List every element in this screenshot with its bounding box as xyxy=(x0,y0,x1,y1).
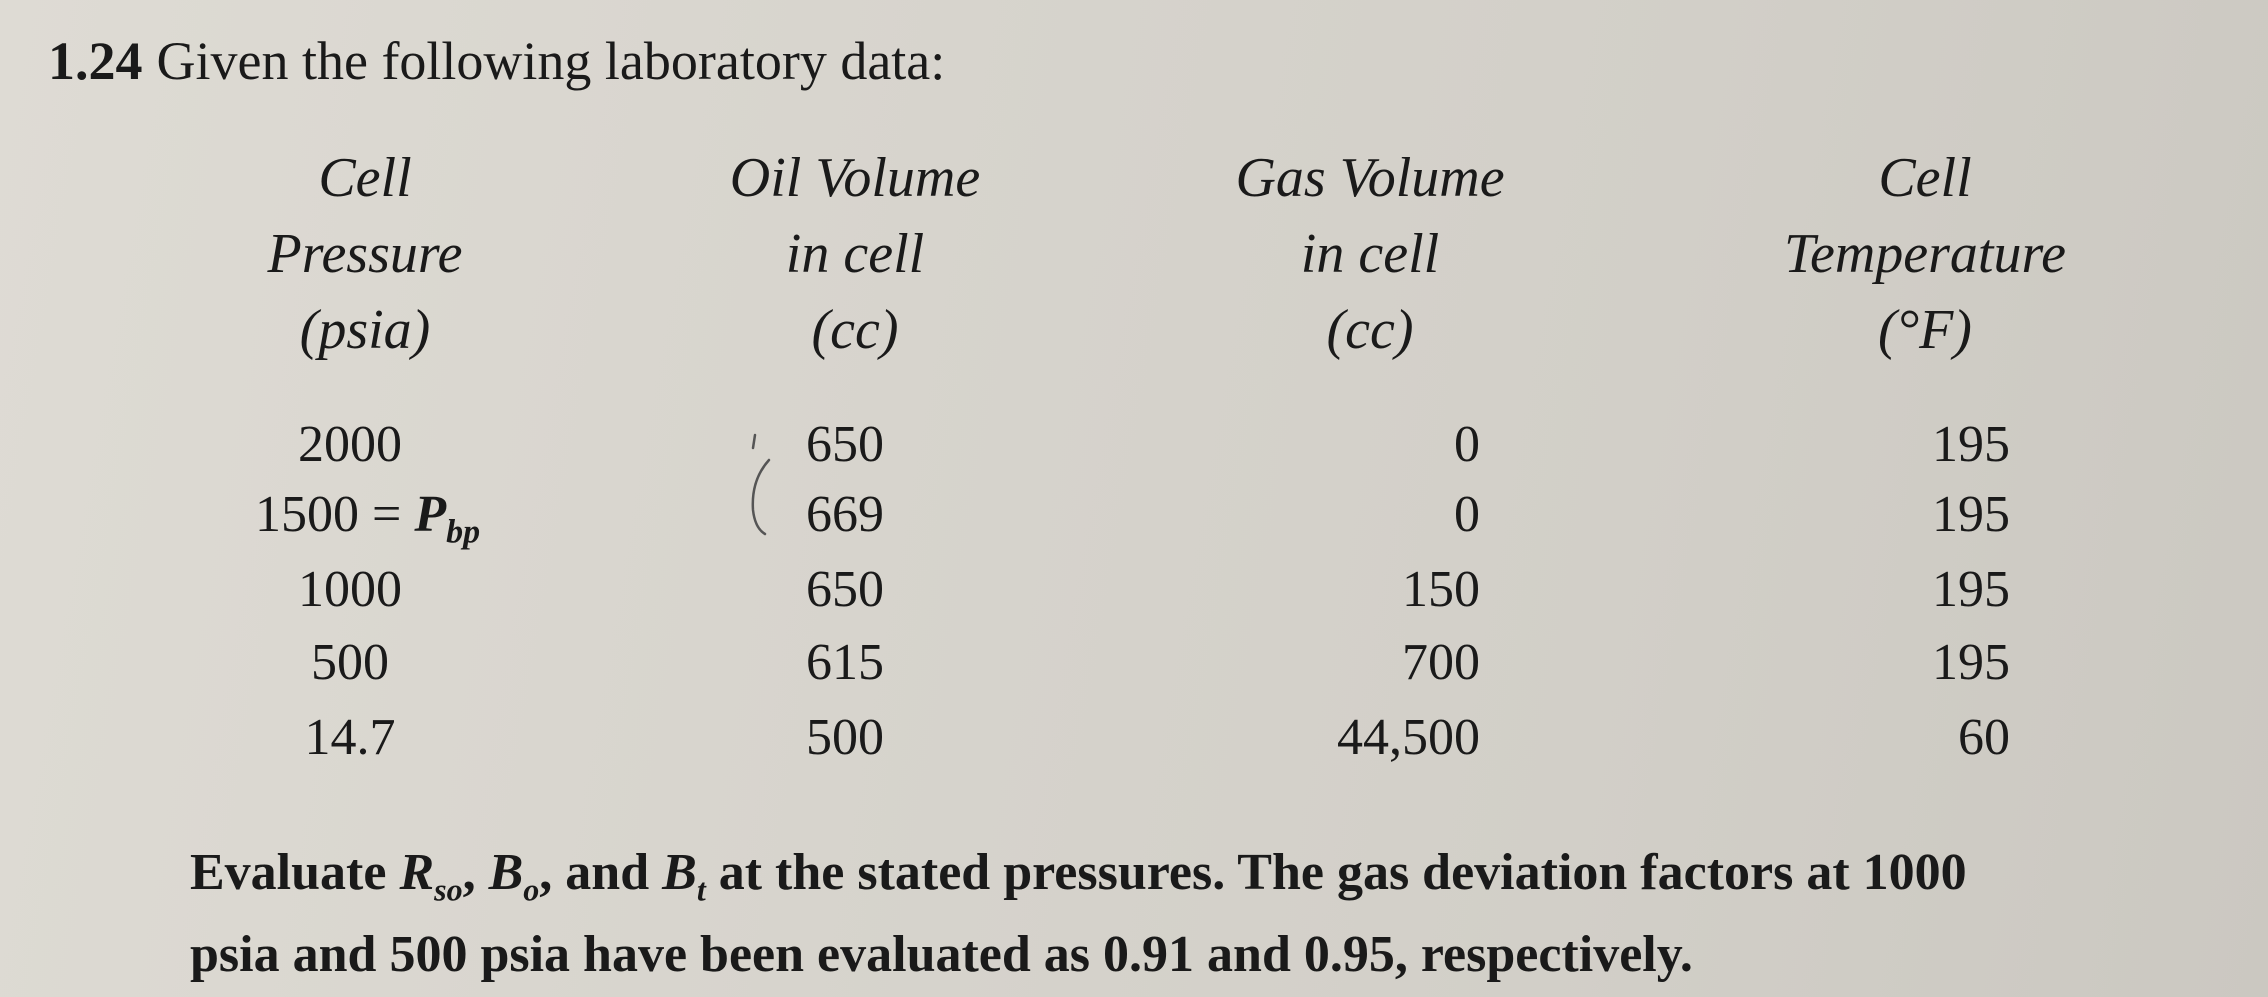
table-row-1-pressure: 2000 xyxy=(298,416,402,473)
problem-number: 1.24 xyxy=(48,31,143,91)
header-cell-pressure: Cell Pressure (psia) xyxy=(267,147,463,361)
question-text: Evaluate Rso, Bo, and Bt at the stated p… xyxy=(190,840,1967,988)
handwritten-bracket-mark xyxy=(751,433,771,536)
question-line-1: Evaluate Rso, Bo, and Bt at the stated p… xyxy=(190,844,1967,908)
table-row-4-gas: 700 xyxy=(1402,634,1480,691)
table-row-2-gas: 0 xyxy=(1454,486,1480,543)
header-cell-temperature: Cell Temperature (°F) xyxy=(1783,147,2067,361)
table-row-5-oil: 500 xyxy=(806,709,884,766)
bubble-point-symbol: Pbp xyxy=(414,486,481,551)
question-line-2: psia and 500 psia have been evaluated as… xyxy=(190,926,1693,984)
header-gas-volume: Gas Volume in cell (cc) xyxy=(1235,147,1505,361)
header-oil-volume: Oil Volume in cell (cc) xyxy=(729,147,981,361)
table-row-2-pressure: 1500 = Pbp xyxy=(255,486,481,551)
table-row-1-oil: 650 xyxy=(806,416,884,473)
table-row-3-oil: 650 xyxy=(806,561,884,618)
table-row-1-temp: 195 xyxy=(1932,416,2010,473)
problem-intro: Given the following laboratory data: xyxy=(156,31,946,91)
table-row-4-temp: 195 xyxy=(1932,634,2010,691)
table-row-4-oil: 615 xyxy=(806,634,884,691)
table-row-3-gas: 150 xyxy=(1402,561,1480,618)
table-row-1-gas: 0 xyxy=(1454,416,1480,473)
problem-statement: 1.24 Given the following laboratory data: xyxy=(48,30,945,92)
table-row-5-gas: 44,500 xyxy=(1337,709,1480,766)
table-row-2-temp: 195 xyxy=(1932,486,2010,543)
table-row-3-pressure: 1000 xyxy=(298,561,402,618)
table-row-2-oil: 669 xyxy=(806,486,884,543)
table-row-3-temp: 195 xyxy=(1932,561,2010,618)
table-row-4-pressure: 500 xyxy=(311,634,389,691)
table-row-5-temp: 60 xyxy=(1958,709,2010,766)
table-row-5-pressure: 14.7 xyxy=(304,709,396,766)
